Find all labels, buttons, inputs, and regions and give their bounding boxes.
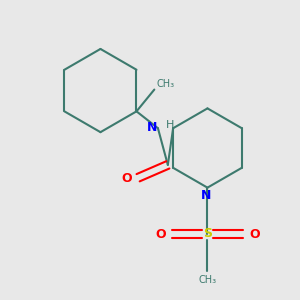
Text: O: O <box>122 172 132 185</box>
Text: O: O <box>155 228 166 241</box>
Text: O: O <box>249 228 260 241</box>
Text: H: H <box>166 120 174 130</box>
Text: N: N <box>147 121 157 134</box>
Text: CH₃: CH₃ <box>156 79 174 88</box>
Text: CH₃: CH₃ <box>198 275 217 285</box>
Text: N: N <box>201 189 212 202</box>
Text: S: S <box>203 227 212 240</box>
